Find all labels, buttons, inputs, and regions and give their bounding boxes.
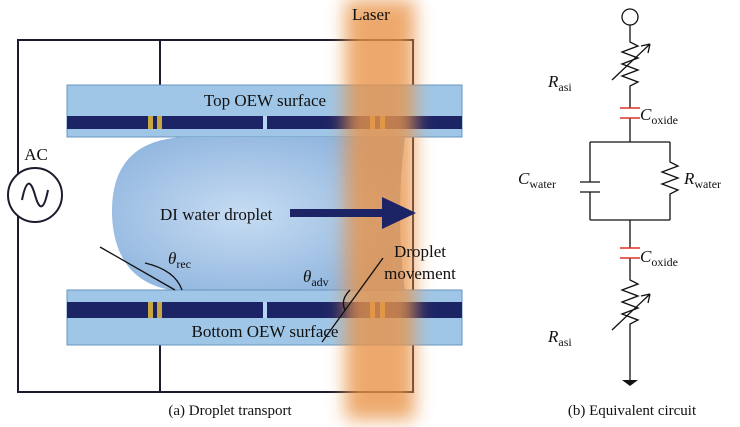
pad [157, 116, 162, 129]
figure: Laser Top OEW surface AC DI water drople… [0, 0, 740, 427]
ground [622, 380, 638, 386]
laser-label: Laser [352, 5, 390, 24]
panel-a: Laser Top OEW surface AC DI water drople… [8, 0, 462, 420]
component-label: Rwater [683, 169, 721, 191]
subscript: rec [176, 257, 191, 271]
symbol: C [640, 105, 652, 124]
subscript: oxide [651, 255, 678, 269]
movement-label: Droplet [394, 242, 446, 261]
gap [263, 116, 267, 129]
component-label: Rasi [547, 327, 572, 349]
symbol: θ [303, 267, 311, 286]
water-capacitor [580, 182, 600, 192]
source-label: AC [24, 145, 48, 164]
symbol: C [640, 247, 652, 266]
component-label: Coxide [640, 247, 678, 269]
symbol: C [518, 169, 530, 188]
symbol: R [547, 72, 559, 91]
subscript: oxide [651, 113, 678, 127]
subscript: adv [311, 275, 328, 289]
subscript: water [529, 177, 556, 191]
symbol: R [547, 327, 559, 346]
gap [263, 302, 267, 318]
caption: (a) Droplet transport [168, 403, 292, 419]
symbol: R [683, 169, 695, 188]
terminal [622, 9, 638, 25]
plate-label: Top OEW surface [204, 91, 326, 110]
droplet-label: DI water droplet [160, 205, 273, 224]
component-label: Coxide [640, 105, 678, 127]
circuit-wires [590, 25, 678, 380]
subscript: asi [558, 80, 572, 94]
pad [148, 116, 153, 129]
plate-label: Bottom OEW surface [192, 322, 339, 341]
panel-b: Rasi Coxide Cwater Rwater Coxide Rasi (b… [518, 9, 721, 419]
pad [148, 302, 153, 318]
subscript: water [694, 177, 721, 191]
subscript: asi [558, 335, 572, 349]
component-label: Rasi [547, 72, 572, 94]
pad [157, 302, 162, 318]
caption: (b) Equivalent circuit [568, 403, 697, 419]
movement-label: movement [384, 264, 456, 283]
component-label: Cwater [518, 169, 556, 191]
symbol: θ [168, 249, 176, 268]
